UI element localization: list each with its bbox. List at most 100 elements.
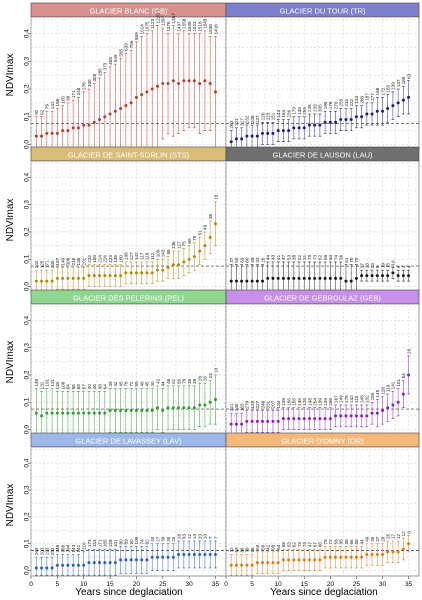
data-point [307, 558, 311, 562]
count-label: 331 [266, 400, 271, 408]
data-point [129, 101, 133, 105]
count-label: 236 [286, 109, 291, 117]
count-label: 1523 [192, 21, 197, 32]
count-label: 167 [333, 395, 338, 403]
data-point [98, 118, 102, 122]
data-point [177, 82, 181, 85]
data-point [401, 547, 405, 551]
count-label: 74 [139, 539, 144, 545]
plot-area [30, 160, 227, 293]
count-label: 12 [187, 534, 192, 540]
count-label: 84 [66, 384, 71, 390]
y-tick-label: 0.1 [24, 539, 31, 548]
data-point [386, 106, 390, 110]
data-point [198, 553, 202, 556]
data-point [92, 120, 96, 124]
panel-2: GLACIER DE SAINT-SORLIN (STS) 0.0 0.1 0.2 0.… [24, 146, 227, 293]
count-label: 43 [271, 254, 276, 260]
data-point [339, 276, 343, 280]
count-label: 168 [55, 98, 60, 106]
data-point [234, 279, 238, 283]
data-point [50, 566, 54, 570]
data-point [271, 419, 275, 423]
count-label: 149 [323, 398, 328, 406]
data-point [245, 279, 249, 283]
data-point [177, 263, 181, 267]
data-point [177, 406, 181, 410]
count-label: 18 [213, 194, 218, 200]
data-point [103, 274, 107, 278]
y-tick-label: 0.1 [24, 397, 31, 406]
data-point [82, 411, 86, 415]
count-label: 117 [139, 252, 144, 260]
count-label: 79 [192, 235, 197, 241]
data-point [108, 561, 112, 565]
count-label: 12 [396, 534, 401, 540]
data-point [349, 279, 353, 283]
data-point [166, 555, 170, 559]
data-point [396, 400, 400, 404]
data-point [129, 271, 133, 275]
data-point [113, 109, 117, 113]
data-point [302, 558, 306, 562]
data-point [145, 408, 149, 412]
data-point [292, 126, 296, 130]
count-label: 164 [281, 109, 286, 117]
data-point [245, 134, 249, 138]
data-point [281, 276, 285, 280]
data-point [34, 566, 38, 570]
data-point [318, 276, 322, 280]
count-label: 19 [380, 263, 385, 269]
count-label: 142 [76, 544, 81, 552]
count-label: 23 [370, 263, 375, 269]
count-label: 73 [312, 254, 317, 260]
data-point [82, 563, 86, 567]
data-point [380, 109, 384, 113]
data-point [119, 274, 123, 278]
count-label: 4 [406, 265, 411, 268]
data-point [240, 137, 244, 141]
count-label: 193 [45, 547, 50, 555]
plot-area [30, 16, 227, 151]
count-label: 25 [171, 536, 176, 542]
data-point [276, 419, 280, 423]
count-label: 173 [87, 539, 92, 547]
y-tick-label: 0.3 [24, 56, 31, 65]
data-point [45, 131, 49, 135]
data-point [334, 555, 338, 559]
count-label: 232 [87, 255, 92, 263]
data-point [334, 120, 338, 124]
count-label: 126 [260, 112, 265, 120]
count-label: 58 [260, 544, 265, 550]
panel-title: GLACIER DES PELERINS (PEL) [73, 294, 184, 303]
count-label: 63 [234, 547, 239, 553]
data-point [349, 555, 353, 559]
count-label: 1518 [197, 21, 202, 32]
data-point [407, 95, 411, 99]
count-label: 39 [108, 381, 113, 387]
data-point [250, 134, 254, 138]
data-point [401, 392, 405, 396]
data-point [140, 558, 144, 562]
count-label: 128 [108, 539, 113, 547]
x-tick-label: 15 [106, 581, 114, 588]
count-label: 75 [182, 241, 187, 247]
data-point [318, 123, 322, 127]
count-label: 49 [203, 224, 208, 230]
data-point [287, 558, 291, 562]
count-label: 35 [187, 378, 192, 384]
data-point [391, 104, 395, 108]
data-point [71, 563, 75, 567]
count-label: 52 [297, 254, 302, 260]
data-point [281, 417, 285, 421]
data-point [407, 542, 411, 546]
count-label: 105 [60, 96, 65, 104]
data-point [344, 555, 348, 559]
y-axis-label-row-4: NDVImax [5, 484, 16, 527]
count-label: 45 [339, 539, 344, 545]
count-label: 101 [113, 539, 118, 547]
count-label: 99 [271, 544, 276, 550]
x-axis-label-right: Years since deglaciation [270, 587, 377, 598]
count-label: 78 [245, 547, 250, 553]
count-label: 70 [349, 257, 354, 263]
